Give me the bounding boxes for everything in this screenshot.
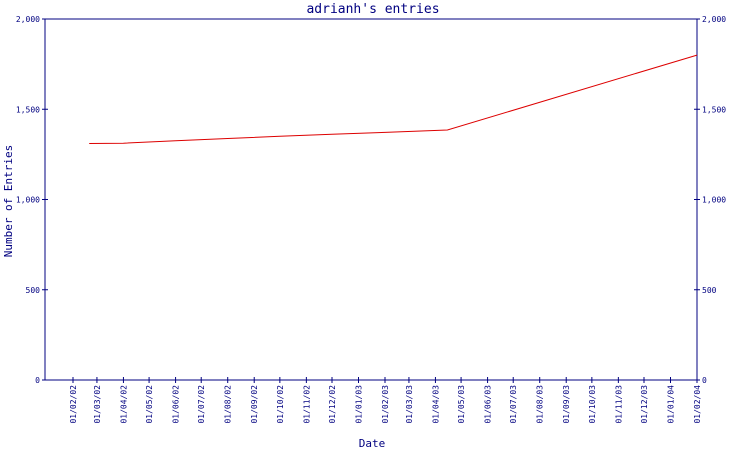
x-tick-label: 01/06/02 [172, 385, 181, 424]
y-tick-label-left: 500 [26, 286, 41, 295]
x-tick-label: 01/10/03 [588, 385, 597, 424]
y-tick-label-right: 0 [702, 376, 707, 385]
y-axis-left: 0 500 1,000 1,500 2,000 [16, 15, 48, 385]
x-tick-label: 01/11/03 [614, 385, 623, 424]
x-tick-label: 01/12/03 [640, 385, 649, 424]
y-tick-label-left: 1,500 [16, 105, 40, 114]
y-tick-label-right: 2,000 [702, 15, 726, 24]
x-tick-label: 01/08/02 [224, 385, 233, 424]
x-tick-label: 01/04/03 [431, 385, 440, 424]
x-tick-label: 01/09/02 [250, 385, 259, 424]
x-tick-label: 01/02/02 [69, 385, 78, 424]
x-tick-label: 01/09/03 [562, 385, 571, 424]
series-layer [89, 54, 698, 144]
plot-area [45, 19, 697, 380]
x-tick-label: 01/05/03 [457, 385, 466, 424]
series-line [89, 54, 698, 144]
x-tick-label: 01/04/02 [119, 385, 128, 424]
x-tick-label: 01/06/03 [484, 385, 493, 424]
x-tick-label: 01/11/02 [302, 385, 311, 424]
y-tick-label-right: 1,000 [702, 196, 726, 205]
y-axis-label: Number of Entries [2, 145, 15, 258]
y-axis-right: 0 500 1,000 1,500 2,000 [694, 15, 726, 385]
x-tick-label: 01/03/03 [405, 385, 414, 424]
x-tick-label: 01/02/04 [693, 385, 702, 424]
y-tick-label-left: 1,000 [16, 196, 40, 205]
x-axis-label: Date [359, 437, 386, 450]
y-tick-label-right: 1,500 [702, 105, 726, 114]
chart-title: adrianh's entries [306, 2, 439, 17]
y-tick-label-right: 500 [702, 286, 717, 295]
y-tick-label-left: 2,000 [16, 15, 40, 24]
x-tick-label: 01/12/02 [328, 385, 337, 424]
x-tick-label: 01/05/02 [145, 385, 154, 424]
x-tick-label: 01/01/03 [355, 385, 364, 424]
x-tick-label: 01/08/03 [536, 385, 545, 424]
y-tick-label-left: 0 [35, 376, 40, 385]
x-tick-label: 01/01/04 [667, 385, 676, 424]
x-tick-label: 01/02/03 [381, 385, 390, 424]
axes [44, 18, 698, 381]
x-tick-label: 01/10/02 [276, 385, 285, 424]
x-axis: 01/02/02 01/03/02 01/04/02 01/05/02 01/06/02… [69, 377, 702, 424]
x-tick-label: 01/07/03 [509, 385, 518, 424]
x-tick-label: 01/07/02 [197, 385, 206, 424]
x-tick-label: 01/03/02 [93, 385, 102, 424]
